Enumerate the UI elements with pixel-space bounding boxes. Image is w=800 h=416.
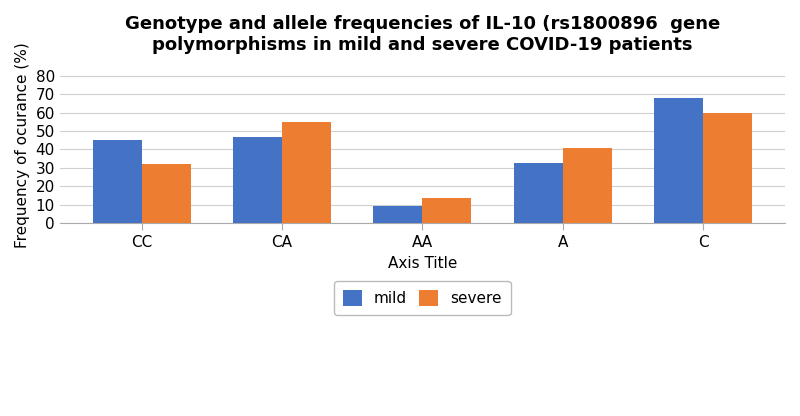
Bar: [142, 164, 191, 223]
Bar: [374, 206, 422, 223]
Bar: [514, 163, 562, 223]
Bar: [703, 113, 752, 223]
Title: Genotype and allele frequencies of IL-10 (rs1800896  gene
polymorphisms in mild : Genotype and allele frequencies of IL-10…: [125, 15, 720, 54]
Bar: [233, 137, 282, 223]
Bar: [562, 148, 612, 223]
Legend: mild, severe: mild, severe: [334, 281, 510, 315]
Bar: [93, 140, 142, 223]
Bar: [282, 122, 331, 223]
X-axis label: Axis Title: Axis Title: [388, 255, 457, 271]
Bar: [654, 98, 703, 223]
Bar: [422, 198, 471, 223]
Y-axis label: Frequency of ocurance (%): Frequency of ocurance (%): [15, 42, 30, 248]
